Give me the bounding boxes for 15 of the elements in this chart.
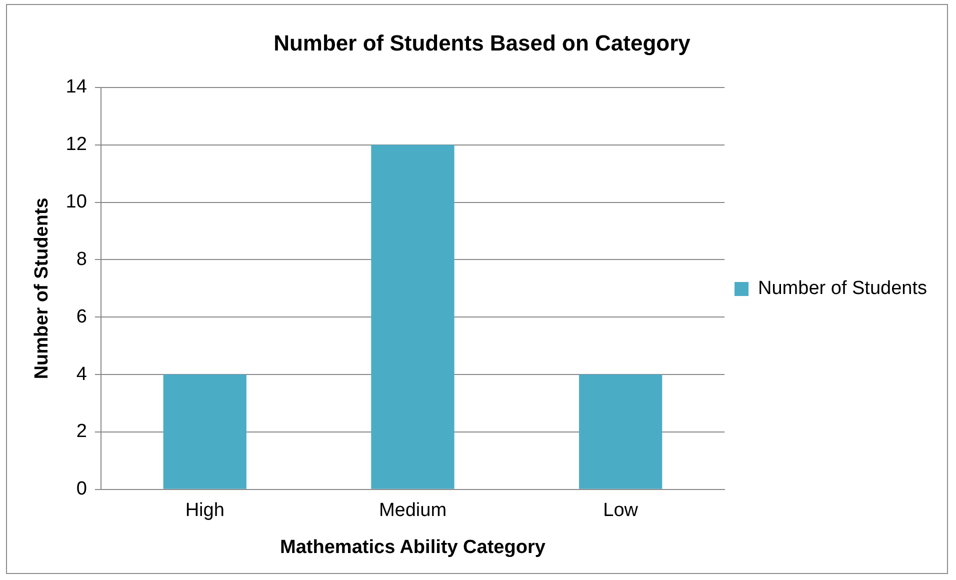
y-axis-title: Number of Students [32, 198, 53, 380]
x-tick-label: Medium [378, 500, 447, 522]
y-tick-label: 8 [76, 248, 87, 270]
chart-title: Number of Students Based on Category [274, 30, 692, 56]
y-tick-label: 6 [76, 306, 87, 328]
x-tick-label: Low [603, 500, 638, 522]
y-tick-label: 4 [76, 364, 88, 385]
y-tick-label: 2 [76, 421, 87, 442]
x-axis-title: Mathematics Ability Category [280, 536, 546, 558]
x-tick-label: High [185, 500, 224, 522]
y-tick-label: 14 [66, 76, 88, 98]
y-tick-label: 10 [66, 191, 87, 212]
y-tick-label: 0 [76, 478, 87, 500]
legend-label: Number of Students [758, 278, 928, 300]
y-tick-label: 12 [66, 134, 87, 156]
